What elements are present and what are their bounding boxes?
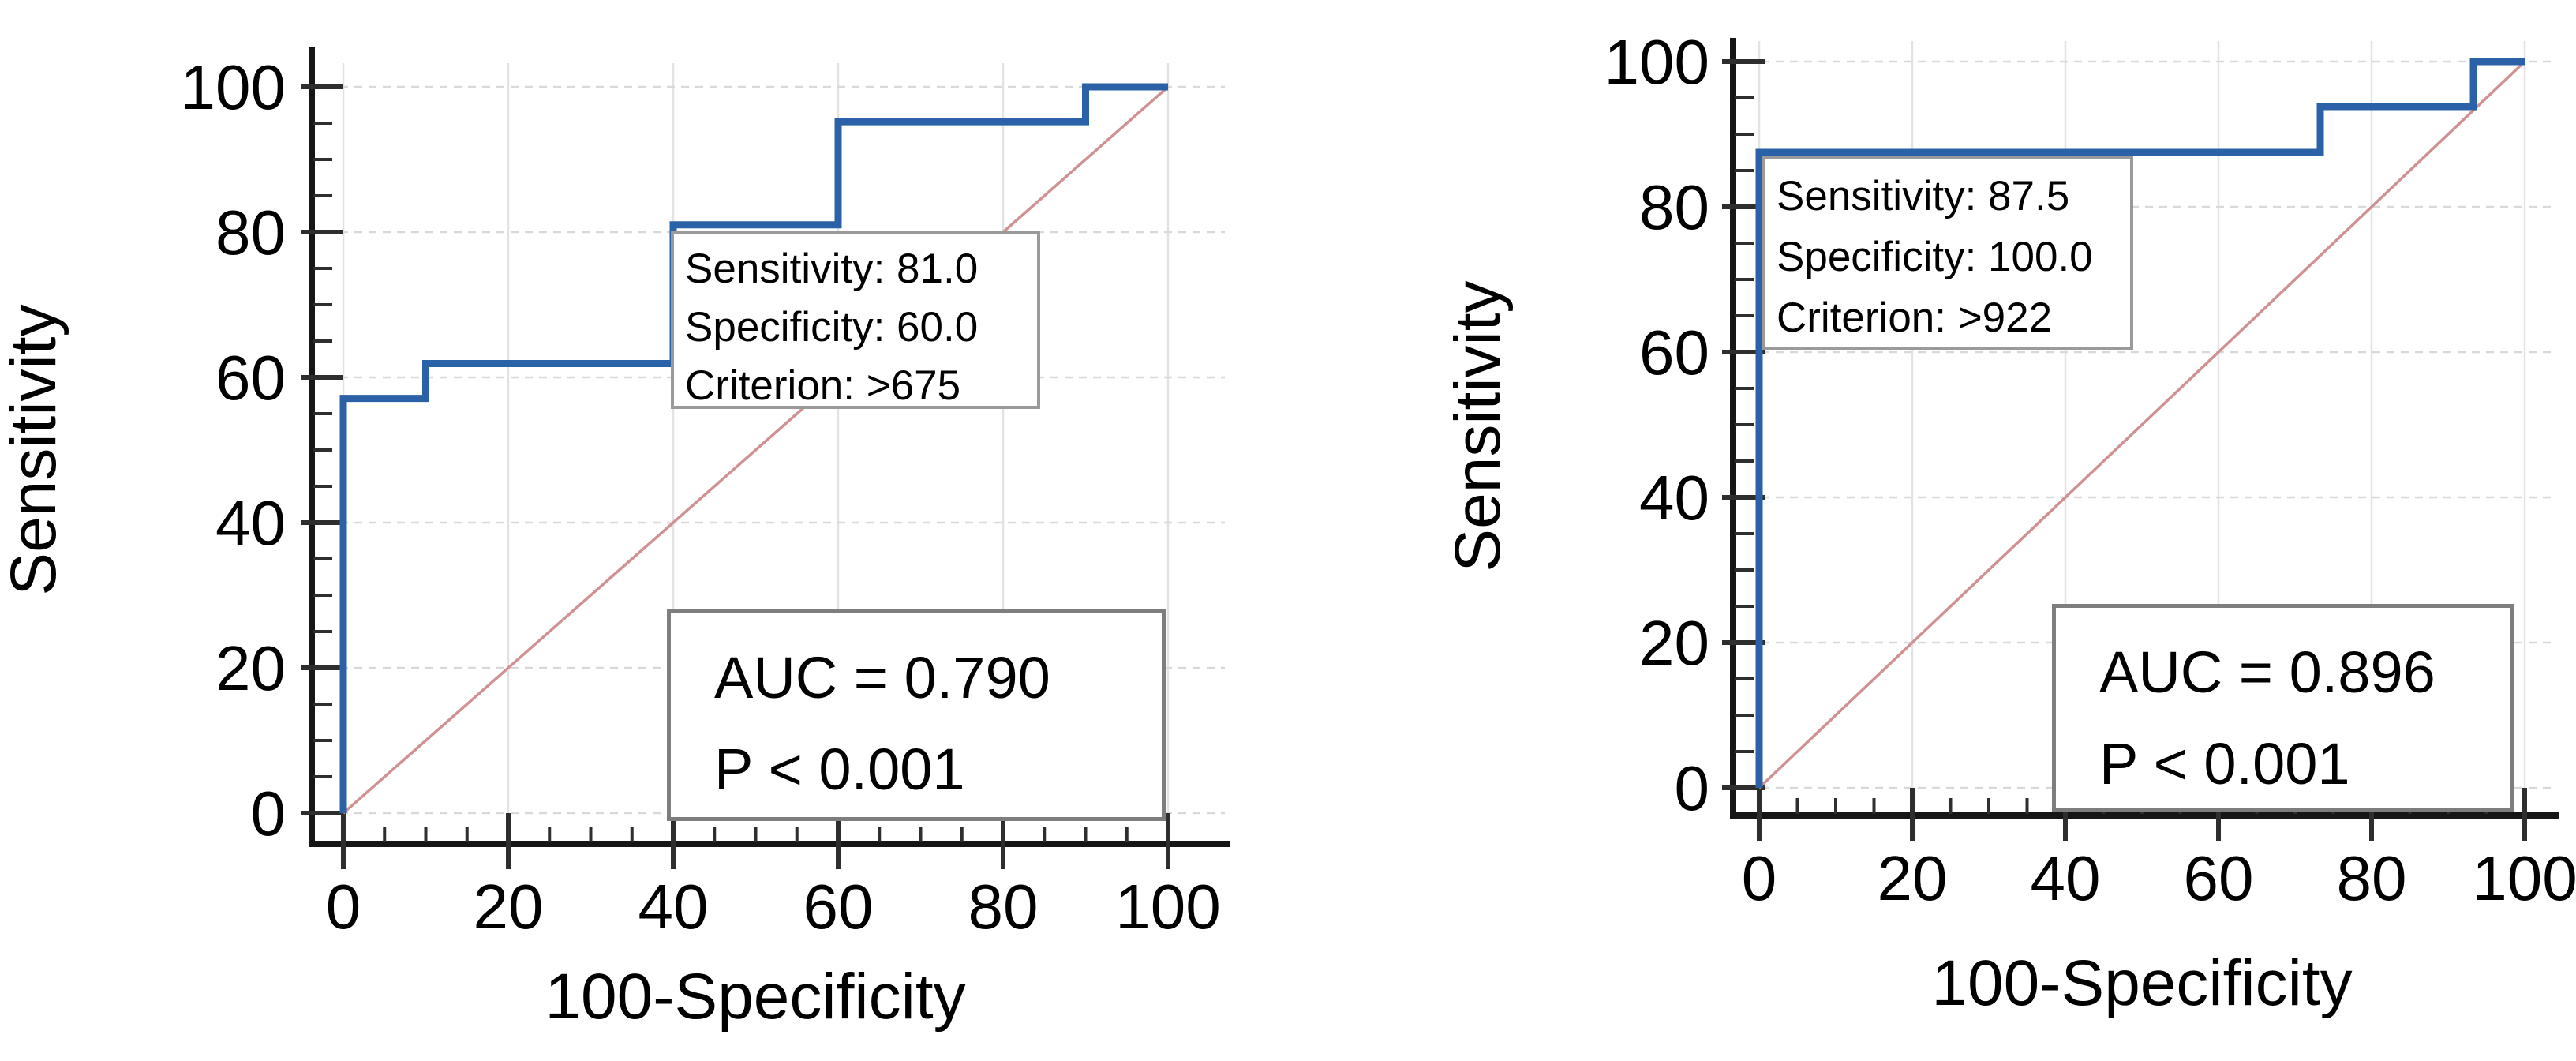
criterion-annotation-box-right: Sensitivity: 87.5 Specificity: 100.0 Cri… [1762, 156, 2133, 350]
x-tick-label: 40 [638, 872, 709, 942]
roc-curve-line [1755, 58, 2525, 788]
x-tick-label: 0 [326, 872, 361, 942]
x-tick-label: 0 [1742, 843, 1777, 913]
auc-annotation-box-right: AUC = 0.896 P < 0.001 [2052, 604, 2514, 812]
p-value-text: P < 0.001 [2099, 731, 2350, 797]
roc-curve-line [339, 83, 1168, 813]
y-tick-label: 60 [1639, 317, 1709, 388]
y-tick-label: 20 [215, 633, 286, 703]
x-tick-label: 80 [2337, 843, 2407, 913]
criterion-specificity-text: Specificity: 100.0 [1777, 234, 2093, 280]
x-tick-label: 40 [2031, 843, 2101, 913]
x-tick-label: 100 [2472, 843, 2576, 913]
auc-value-text: AUC = 0.896 [2099, 639, 2436, 705]
chance-diagonal-line [342, 85, 1170, 815]
y-tick-label: 100 [1604, 27, 1709, 97]
x-tick-label: 60 [2184, 843, 2254, 913]
roc-chart-left: 0 20 40 60 80 100 0 20 40 60 80 100 100-Specificity S… [0, 47, 1230, 1033]
x-axis-title: 100-Specificity [1931, 947, 2352, 1019]
criterion-value-text: Criterion: >675 [685, 362, 961, 409]
roc-panel-right: 0 20 40 60 80 100 0 20 40 60 80 100 100-Specificity S… [1288, 0, 2576, 1061]
y-axis-title: Sensitivity [1442, 280, 1514, 572]
auc-annotation-box-left: AUC = 0.790 P < 0.001 [667, 609, 1166, 821]
y-tick-label: 80 [1639, 172, 1709, 242]
y-tick-label: 80 [215, 197, 286, 268]
y-tick-label: 0 [1675, 753, 1710, 823]
p-value-text: P < 0.001 [714, 737, 965, 802]
y-tick-label: 40 [1639, 463, 1709, 533]
y-tick-label: 60 [215, 343, 286, 413]
criterion-sensitivity-text: Sensitivity: 87.5 [1777, 173, 2070, 219]
auc-value-text: AUC = 0.790 [714, 645, 1050, 710]
x-tick-label: 20 [1878, 843, 1948, 913]
y-axis-title: Sensitivity [0, 304, 69, 595]
roc-panel-left: 0 20 40 60 80 100 0 20 40 60 80 100 100-Specificity S… [0, 47, 1230, 1033]
criterion-sensitivity-text: Sensitivity: 81.0 [685, 246, 979, 292]
criterion-specificity-text: Specificity: 60.0 [685, 304, 979, 351]
x-axis-title: 100-Specificity [545, 961, 965, 1033]
y-tick-label: 100 [181, 52, 286, 122]
x-tick-label: 60 [803, 872, 874, 942]
x-tick-label: 20 [474, 872, 544, 942]
y-tick-label: 20 [1639, 608, 1709, 678]
criterion-value-text: Criterion: >922 [1777, 294, 2053, 341]
x-tick-label: 80 [968, 872, 1039, 942]
y-tick-label: 40 [215, 488, 286, 558]
criterion-annotation-box-left: Sensitivity: 81.0 Specificity: 60.0 Crit… [671, 231, 1040, 409]
x-tick-label: 100 [1115, 872, 1220, 942]
y-tick-label: 0 [251, 778, 286, 849]
chance-diagonal-line [1758, 60, 2526, 789]
